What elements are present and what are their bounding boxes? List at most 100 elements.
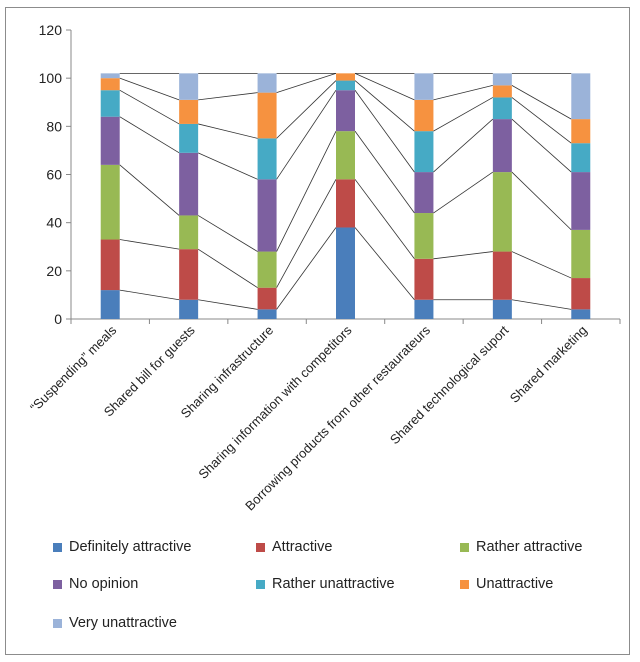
category-label: Shared marketing [507,323,590,406]
series-line [354,89,415,173]
bar-segment [179,299,199,319]
series-line [354,227,415,300]
bar-segment [336,179,355,228]
series-line [276,227,337,310]
series-line [119,239,180,250]
y-tick-label: 80 [46,118,62,134]
bar-segment [179,73,199,100]
bar-segment [571,309,591,319]
bar-segment [336,80,355,91]
bar-segment [257,138,277,180]
series-line [119,89,180,125]
bar-segment [100,239,120,291]
bar-segment [257,92,277,139]
y-tick-label: 0 [54,311,62,327]
legend-item: Definitely attractive [53,539,192,555]
series-line [276,80,337,139]
series-line [119,116,180,154]
series-line [198,299,258,310]
series-line [433,85,493,101]
series-line [354,179,415,260]
series-line [354,72,415,101]
category-label: “Suspending” meals [27,322,120,415]
bar-segment [414,213,434,259]
legend-label: Unattractive [476,576,554,592]
legend-item: Unattractive [460,576,553,592]
bar-segment [336,90,355,132]
bar-segment [414,131,434,173]
legend-label: Attractive [272,539,333,555]
bar-segment [571,119,591,144]
bar-segment [257,73,277,93]
series-line [119,164,180,216]
series-line [511,251,572,279]
bar-segment [257,287,277,310]
series-line [198,92,258,101]
bar-segment [571,229,591,279]
series-line [119,289,180,301]
bar-segment [571,172,591,230]
legend-item: No opinion [53,576,138,592]
legend-item: Rather attractive [460,539,582,555]
bar-segment [257,251,277,288]
bar-segment [492,85,512,98]
series-line [276,179,337,288]
series-line [354,80,415,132]
series-line [198,123,258,139]
series-line [276,89,337,180]
bar-segment [179,123,199,153]
legend-label: Very unattractive [69,615,177,631]
legend-swatch [256,542,265,552]
bar-segment [571,143,591,173]
legend-swatch [53,618,62,628]
bar-segment [414,258,434,300]
y-tick-label: 100 [39,70,63,86]
y-tick-label: 120 [39,22,63,38]
series-line [511,85,572,120]
bar-segment [414,99,434,132]
y-tick-label: 40 [46,215,62,231]
bar-segment [492,73,512,86]
bar-segment [100,290,120,319]
bar-segment [414,172,434,214]
series-line [433,118,494,173]
legend-item: Rather unattractive [256,576,395,592]
legend-swatch [53,579,62,589]
legend-label: No opinion [69,576,139,592]
bar-segment [492,299,512,319]
bar-segment [414,299,434,319]
series-line [511,299,572,310]
legend-label: Rather unattractive [272,576,395,592]
bar-segment [571,73,591,120]
bar-segment [100,73,120,79]
bar-segment [100,78,120,91]
bar-segment [100,90,120,117]
series-line [119,77,180,101]
series-line [354,130,415,214]
legend-swatch [256,579,265,589]
series-line [511,118,572,173]
bar-segment [571,278,591,310]
bar-segment [179,249,199,300]
legend-swatch [460,542,469,552]
bar-segment [336,227,355,319]
series-line [197,248,258,289]
series-line [511,97,572,144]
bar-segment [336,131,355,180]
bar-segment [492,97,512,120]
series-line [197,152,258,180]
legend-label: Definitely attractive [69,539,192,555]
bar-segment [179,99,199,124]
legend-item: Attractive [256,539,332,555]
bar-segment [100,164,120,240]
series-line [511,171,572,231]
bar-segment [179,152,199,216]
bar-segment [492,172,512,252]
legend-item: Very unattractive [53,615,177,631]
bar-segment [492,119,512,173]
legend-label: Rather attractive [476,539,583,555]
bar-segment [492,251,512,300]
legend-swatch [460,579,469,589]
y-tick-label: 60 [46,167,62,183]
